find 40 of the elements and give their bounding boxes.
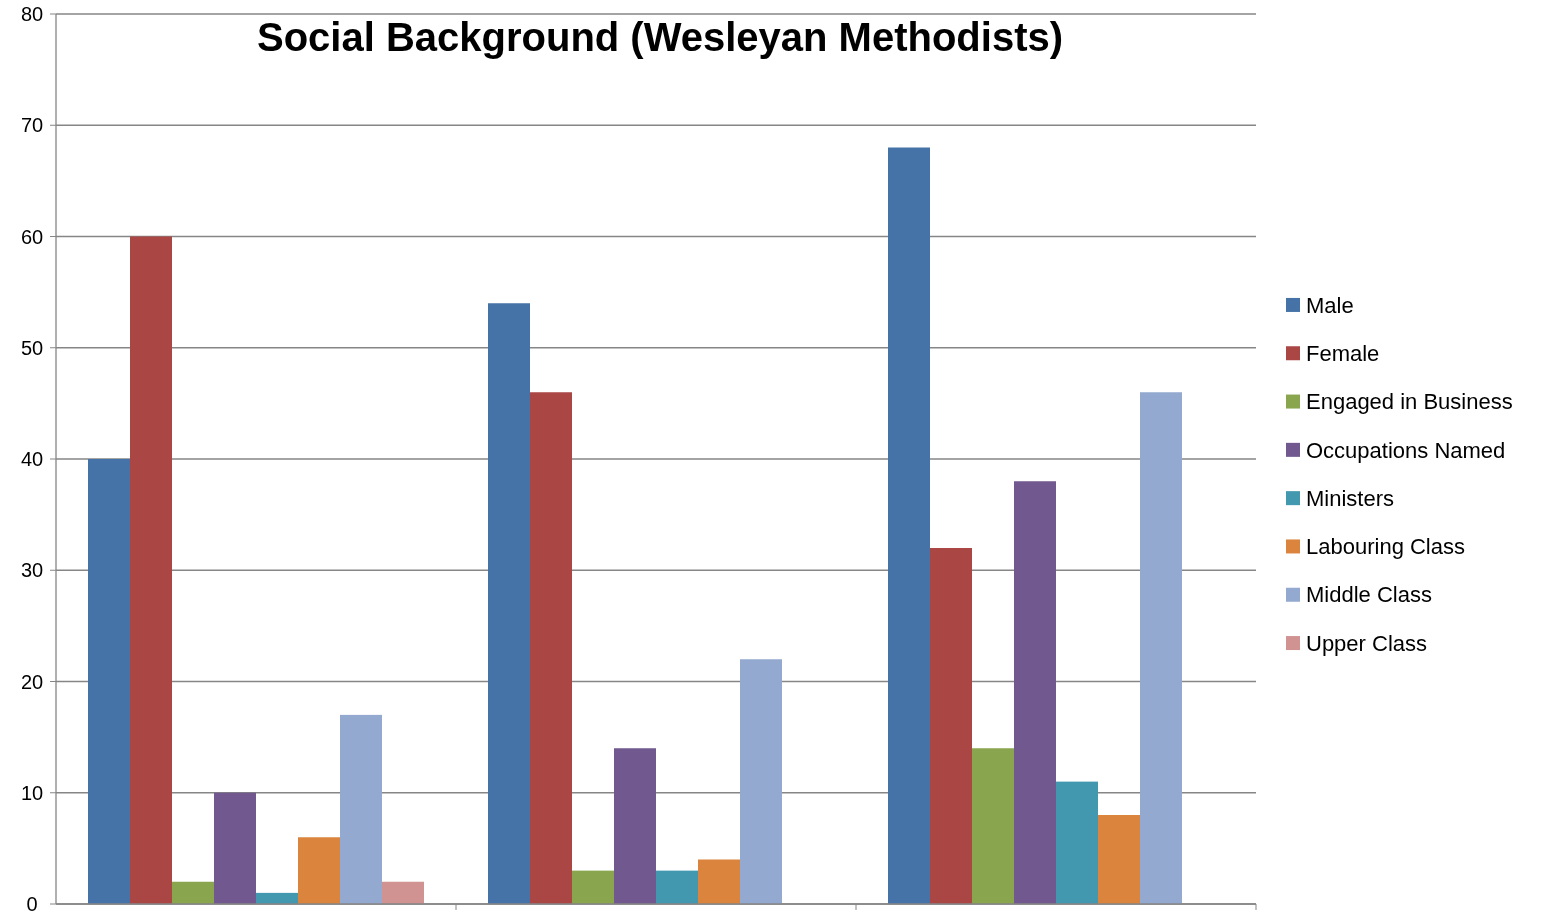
y-tick-label: 30 <box>20 559 44 582</box>
bar <box>972 748 1014 904</box>
bar <box>256 892 298 904</box>
bar <box>214 792 256 904</box>
bar <box>614 748 656 904</box>
y-tick-label: 60 <box>20 225 44 248</box>
y-tick-label: 10 <box>20 781 44 804</box>
y-tick-label: 70 <box>20 114 44 137</box>
bar <box>1056 781 1098 904</box>
y-tick-label: 40 <box>20 448 44 470</box>
legend-label: Male <box>1306 292 1354 318</box>
bar <box>698 859 740 904</box>
legend-label: Ministers <box>1306 485 1395 511</box>
legend-label: Upper Class <box>1306 630 1428 656</box>
bar <box>1014 481 1056 904</box>
y-tick-label: 0 <box>26 893 38 915</box>
bar <box>1098 815 1140 904</box>
bar <box>888 147 930 904</box>
legend-label: Labouring Class <box>1306 534 1465 560</box>
bar <box>572 870 614 904</box>
bar <box>930 548 972 904</box>
bar <box>340 714 382 904</box>
y-tick-label: 20 <box>20 670 44 693</box>
legend-label: Middle Class <box>1306 582 1432 608</box>
legend-label: Female <box>1306 340 1380 366</box>
bar <box>130 236 172 904</box>
bar <box>88 459 130 904</box>
bar <box>1140 392 1182 904</box>
legend-label: Engaged in Business <box>1306 389 1513 415</box>
bar <box>656 870 698 904</box>
bar <box>298 837 340 904</box>
bar <box>488 303 530 904</box>
bar <box>382 881 424 904</box>
y-tick-label: 80 <box>20 3 44 25</box>
legend-label: Occupations Named <box>1306 437 1506 463</box>
chart-title: Social Background (Wesleyan Methodists) <box>256 15 1064 59</box>
y-tick-label: 50 <box>20 336 44 359</box>
bar <box>530 392 572 904</box>
bar <box>740 659 782 904</box>
bar <box>172 881 214 904</box>
